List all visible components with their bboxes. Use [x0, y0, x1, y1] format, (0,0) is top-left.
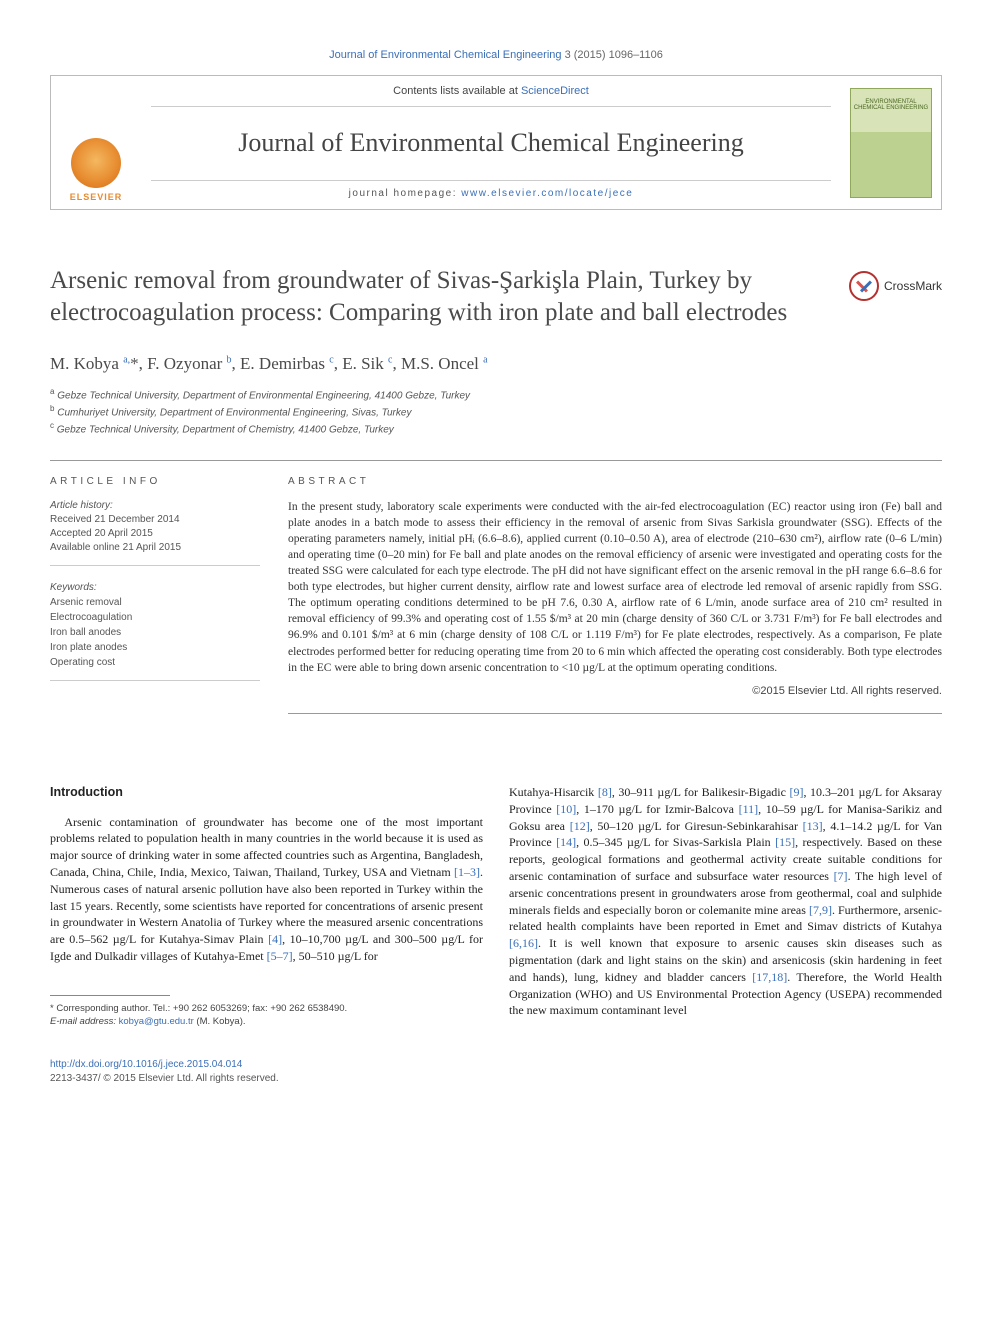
history-label: Article history:: [50, 499, 260, 513]
abstract-copyright: ©2015 Elsevier Ltd. All rights reserved.: [288, 684, 942, 699]
history-online: Available online 21 April 2015: [50, 541, 260, 555]
journal-link[interactable]: Journal of Environmental Chemical Engine…: [329, 49, 561, 61]
homepage-prefix: journal homepage:: [349, 188, 462, 199]
abstract-text: In the present study, laboratory scale e…: [288, 499, 942, 676]
elsevier-label: ELSEVIER: [70, 191, 123, 204]
email-label: E-mail address:: [50, 1016, 119, 1027]
publisher-logo-area: ELSEVIER: [51, 76, 141, 209]
corresponding-author-footnote: * Corresponding author. Tel.: +90 262 60…: [50, 1002, 483, 1029]
intro-para-2: Kutahya-Hisarcik [8], 30–911 µg/L for Ba…: [509, 784, 942, 1019]
body-columns: Introduction Arsenic contamination of gr…: [50, 784, 942, 1028]
affiliation-c: c Gebze Technical University, Department…: [50, 420, 942, 437]
affiliations: a Gebze Technical University, Department…: [50, 386, 942, 438]
page-footer: http://dx.doi.org/10.1016/j.jece.2015.04…: [50, 1058, 942, 1086]
corr-author-line: * Corresponding author. Tel.: +90 262 60…: [50, 1002, 483, 1015]
crossmark-icon: [849, 271, 879, 301]
running-header: Journal of Environmental Chemical Engine…: [50, 40, 942, 71]
history-accepted: Accepted 20 April 2015: [50, 527, 260, 541]
doi-link[interactable]: http://dx.doi.org/10.1016/j.jece.2015.04…: [50, 1059, 242, 1070]
elsevier-tree-icon: [71, 138, 121, 188]
keywords-label: Keywords:: [50, 580, 260, 595]
corresponding-email-link[interactable]: kobya@gtu.edu.tr: [119, 1016, 194, 1027]
homepage-link[interactable]: www.elsevier.com/locate/jece: [461, 188, 633, 199]
keyword: Arsenic removal: [50, 595, 260, 610]
journal-cover-thumbnail: ENVIRONMENTAL CHEMICAL ENGINEERING: [850, 88, 932, 198]
keyword: Operating cost: [50, 655, 260, 670]
affiliation-b: b Cumhuriyet University, Department of E…: [50, 403, 942, 420]
issn-copyright-line: 2213-3437/ © 2015 Elsevier Ltd. All righ…: [50, 1073, 279, 1084]
intro-para-1: Arsenic contamination of groundwater has…: [50, 814, 483, 965]
elsevier-logo: ELSEVIER: [60, 125, 132, 203]
sciencedirect-link[interactable]: ScienceDirect: [521, 85, 589, 97]
journal-name: Journal of Environmental Chemical Engine…: [151, 115, 831, 171]
homepage-line: journal homepage: www.elsevier.com/locat…: [151, 180, 831, 201]
email-who: (M. Kobya).: [194, 1016, 246, 1027]
keyword: Iron ball anodes: [50, 625, 260, 640]
article-info-column: ARTICLE INFO Article history: Received 2…: [50, 461, 260, 714]
crossmark-badge[interactable]: CrossMark: [849, 271, 942, 301]
citation-pages: 3 (2015) 1096–1106: [562, 49, 663, 61]
abstract-heading: ABSTRACT: [288, 475, 942, 489]
journal-header-box: ELSEVIER Contents lists available at Sci…: [50, 75, 942, 210]
affiliation-a: a Gebze Technical University, Department…: [50, 386, 942, 403]
contents-line: Contents lists available at ScienceDirec…: [151, 84, 831, 106]
cover-thumb-area: ENVIRONMENTAL CHEMICAL ENGINEERING: [841, 76, 941, 209]
article-title: Arsenic removal from groundwater of Siva…: [50, 265, 831, 328]
introduction-heading: Introduction: [50, 784, 483, 802]
header-center: Contents lists available at ScienceDirec…: [141, 76, 841, 209]
left-column: Introduction Arsenic contamination of gr…: [50, 784, 483, 1028]
contents-prefix: Contents lists available at: [393, 85, 521, 97]
footnote-separator: [50, 995, 170, 996]
keyword: Iron plate anodes: [50, 640, 260, 655]
crossmark-label: CrossMark: [884, 278, 942, 295]
article-info-heading: ARTICLE INFO: [50, 475, 260, 489]
history-received: Received 21 December 2014: [50, 513, 260, 527]
authors-line: M. Kobya a,*, F. Ozyonar b, E. Demirbas …: [50, 352, 942, 376]
right-column: Kutahya-Hisarcik [8], 30–911 µg/L for Ba…: [509, 784, 942, 1028]
keyword: Electrocoagulation: [50, 610, 260, 625]
abstract-column: ABSTRACT In the present study, laborator…: [288, 461, 942, 714]
